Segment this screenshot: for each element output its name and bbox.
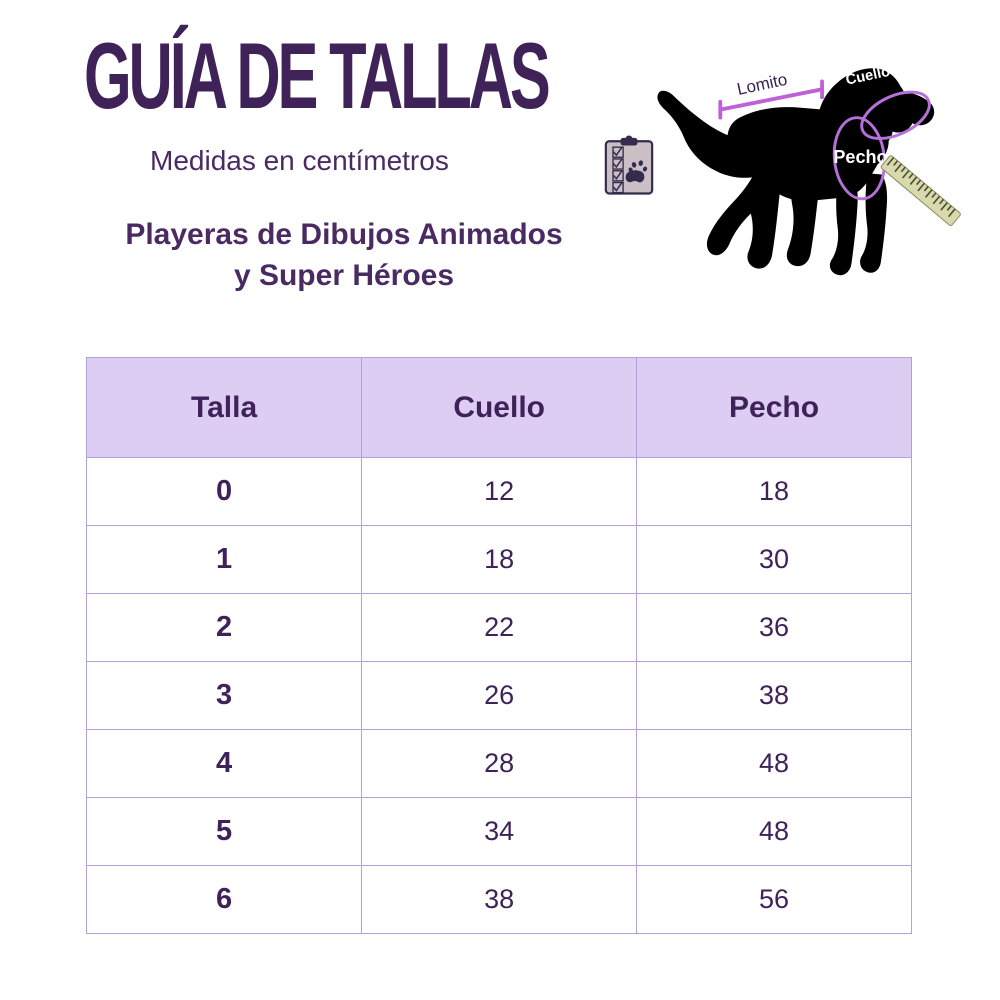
svg-text:Lomito: Lomito (735, 70, 789, 99)
